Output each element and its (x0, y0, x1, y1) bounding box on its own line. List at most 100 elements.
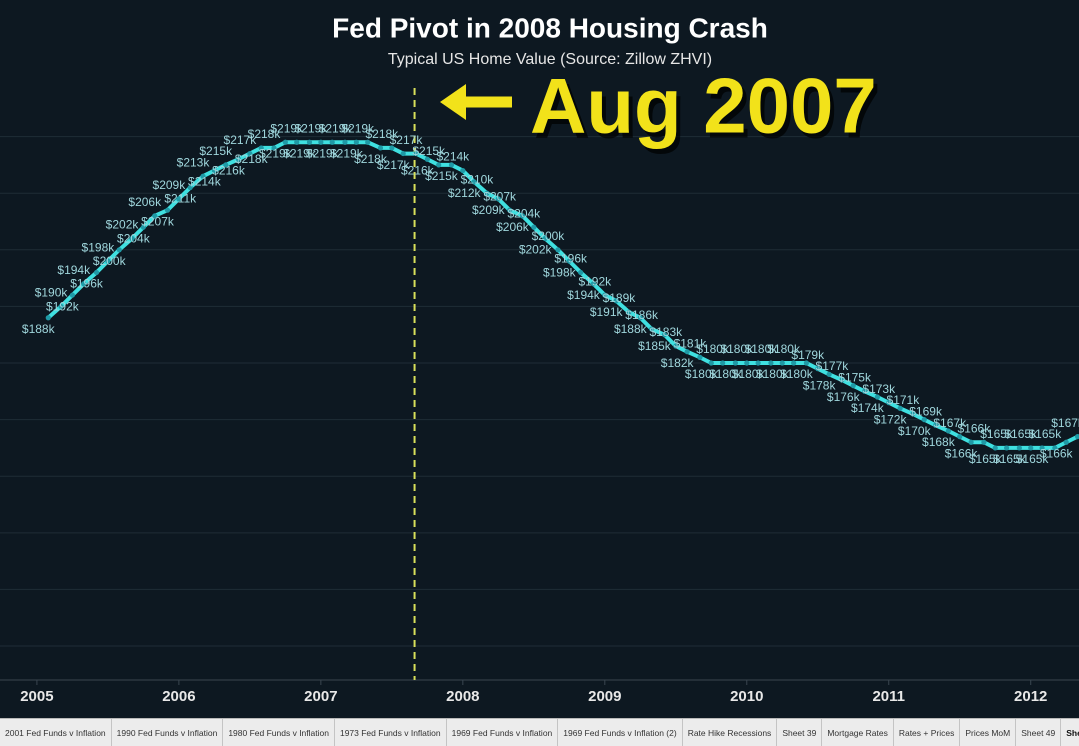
data-label: $180k (709, 367, 743, 381)
data-label: $180k (745, 342, 779, 356)
arrow-head (440, 84, 466, 120)
data-point (566, 258, 572, 264)
data-point (602, 292, 608, 298)
data-label: $180k (685, 367, 719, 381)
data-point (921, 417, 927, 423)
data-label: $165k (1029, 427, 1063, 441)
data-label: $188k (614, 322, 648, 336)
data-point (542, 235, 548, 242)
data-label: $214k (188, 175, 222, 189)
data-label: $217k (377, 158, 411, 172)
data-point (282, 139, 288, 145)
data-label: $212k (448, 186, 482, 200)
data-label: $204k (117, 231, 151, 245)
x-tick-label: 2005 (20, 688, 53, 705)
data-point (697, 354, 703, 360)
data-label: $216k (401, 163, 435, 177)
sheet-tab[interactable]: She (1066, 728, 1079, 738)
data-label: $188k (22, 322, 56, 336)
sheet-tab[interactable]: 1969 Fed Funds v Inflation (447, 719, 559, 746)
sheet-tab[interactable]: 1990 Fed Funds v Inflation (112, 719, 224, 746)
chart-title: Fed Pivot in 2008 Housing Crash (332, 12, 768, 43)
data-point (968, 439, 974, 445)
data-label: $180k (696, 342, 730, 356)
data-point (649, 326, 655, 332)
data-label: $211k (164, 192, 197, 206)
annotation: Aug 2007 (530, 62, 877, 150)
data-point (744, 360, 750, 366)
sheet-tab[interactable]: Sheet 49 (1016, 719, 1062, 746)
sheet-tab[interactable]: 2001 Fed Funds v Inflation (0, 719, 112, 746)
sheet-tab[interactable]: 1973 Fed Funds v Inflation (335, 719, 447, 746)
data-point (140, 224, 146, 230)
data-point (247, 150, 253, 157)
data-point (1063, 439, 1069, 445)
data-point (1028, 445, 1034, 451)
data-label: $219k (306, 146, 340, 160)
data-label: $215k (425, 169, 459, 183)
sheet-tab[interactable]: Sheet 39 (777, 719, 823, 746)
data-point (613, 298, 619, 304)
data-point (294, 139, 300, 145)
data-label: $177k (816, 359, 850, 373)
data-label: $202k (106, 218, 140, 232)
data-label: $217k (224, 133, 258, 147)
data-label: $219k (330, 146, 364, 160)
sheet-tab[interactable]: Prices MoM (960, 719, 1017, 746)
data-label: $180k (720, 342, 754, 356)
data-label: $219k (283, 146, 317, 160)
data-point (507, 207, 513, 213)
data-label: $196k (554, 252, 588, 266)
data-label: $181k (674, 337, 708, 351)
data-point (957, 434, 963, 440)
data-label: $165k (1016, 452, 1050, 466)
data-label: $218k (235, 152, 269, 166)
data-point (200, 173, 206, 179)
sheet-tab[interactable]: 1969 Fed Funds v Inflation (2) (558, 719, 683, 746)
annotation-shadow: Aug 2007 (534, 67, 881, 155)
data-point (578, 269, 584, 276)
sheet-tab[interactable]: 1980 Fed Funds v Inflation (223, 719, 335, 746)
data-point (436, 162, 442, 168)
sheet-tab[interactable]: Rate Hike Recessions (683, 719, 778, 746)
data-label: $194k (57, 263, 91, 277)
data-label: $219k (341, 121, 375, 135)
data-point (661, 332, 668, 338)
grid (0, 136, 1079, 647)
data-label: $210k (461, 172, 495, 186)
data-label: $169k (909, 404, 943, 418)
data-label: $213k (177, 155, 211, 169)
data-point (1016, 445, 1022, 451)
data-point (755, 360, 761, 366)
x-tick-label: 2010 (730, 688, 763, 705)
data-point (318, 139, 324, 145)
data-point (424, 156, 430, 162)
data-label: $218k (365, 127, 399, 141)
data-label: $194k (567, 288, 601, 302)
data-point (897, 405, 903, 411)
x-tick-label: 2006 (162, 688, 195, 705)
sheet-tab[interactable]: Mortgage Rates (822, 719, 894, 746)
data-label: $167k (1051, 416, 1079, 430)
data-point (981, 439, 987, 445)
data-point (779, 360, 785, 366)
data-label: $218k (248, 127, 282, 141)
data-label: $179k (791, 348, 825, 362)
data-point (116, 247, 122, 253)
x-tick-label: 2007 (304, 688, 337, 705)
data-point (81, 281, 87, 287)
data-point (152, 213, 158, 219)
data-label: $168k (922, 435, 956, 449)
data-label: $174k (851, 401, 885, 415)
data-point (732, 360, 739, 366)
sheet-tab[interactable]: Rates + Prices (894, 719, 961, 746)
data-label: $209k (472, 203, 506, 217)
x-tick-label: 2009 (588, 688, 621, 705)
data-point (164, 207, 171, 213)
data-label: $173k (862, 382, 896, 396)
data-label: $216k (212, 163, 246, 177)
data-point (45, 315, 51, 321)
data-point (495, 196, 501, 202)
chart-subtitle: Typical US Home Value (Source: Zillow ZH… (388, 51, 712, 68)
